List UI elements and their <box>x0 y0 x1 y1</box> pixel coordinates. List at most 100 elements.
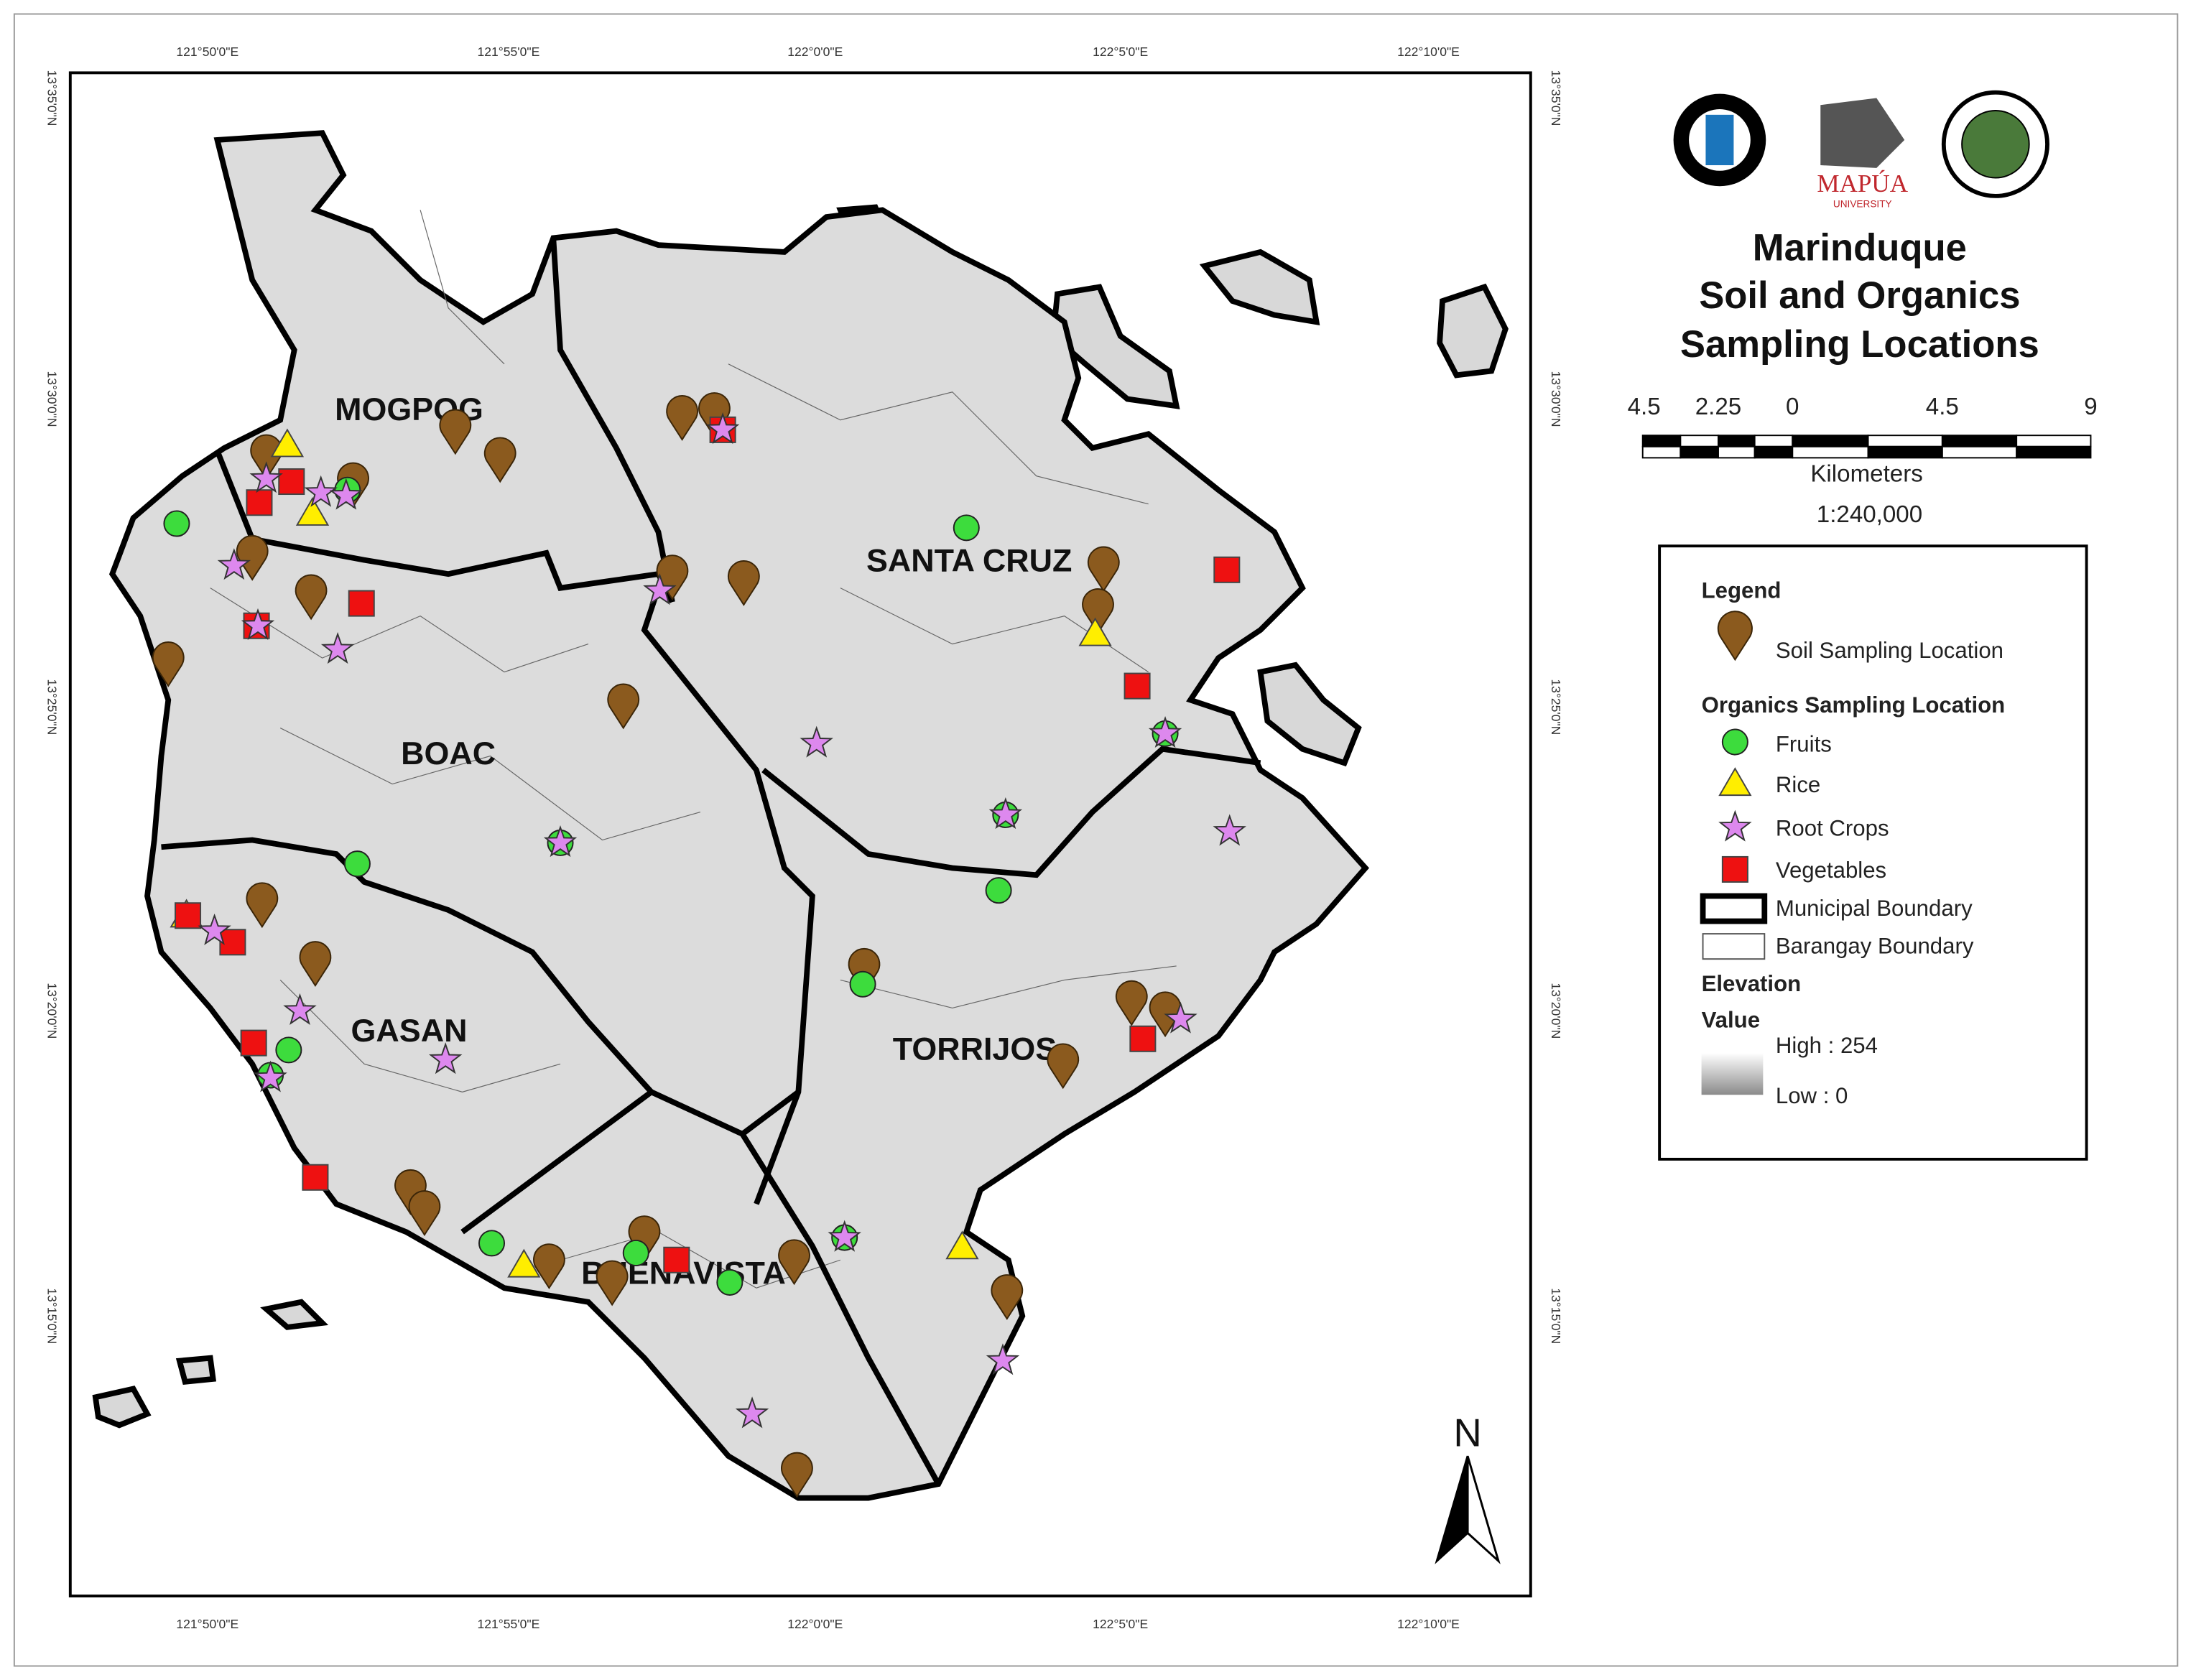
scale-segment <box>1867 445 1943 459</box>
island <box>1257 662 1362 767</box>
scale-segment <box>1753 445 1794 459</box>
rootcrop-marker <box>217 548 251 580</box>
rice-marker <box>295 496 330 526</box>
logo-text: MAPÚA <box>1817 169 1908 198</box>
rice-marker <box>270 428 305 458</box>
soil-marker <box>1087 546 1120 593</box>
rootcrop-marker <box>800 725 833 758</box>
municipality-label: SANTA CRUZ <box>866 542 1072 578</box>
vegetable-marker <box>1124 672 1151 700</box>
rootcrop-marker <box>428 1042 463 1075</box>
y-coord-label: 13°15'0"N <box>1549 1288 1563 1344</box>
rice-marker <box>1718 767 1752 797</box>
fruit-marker <box>343 850 371 878</box>
scale-bar <box>1641 435 2092 459</box>
coordinate-labels: 121°50'0"E 121°50'0"E 121°55'0"E 121°55'0"E… <box>45 45 1563 1631</box>
fruit-marker <box>849 970 876 998</box>
y-coord-label: 13°35'0"N <box>1549 70 1563 126</box>
soil-marker <box>666 395 698 441</box>
legend-symbols <box>1717 611 1753 883</box>
map-title: Marinduque <box>1753 227 1967 269</box>
island <box>175 1355 217 1386</box>
rootcrop-marker <box>249 461 283 493</box>
rootcrop-marker <box>705 412 740 445</box>
scale-unit: Kilometers <box>1810 461 1922 488</box>
y-coord-label: 13°25'0"N <box>1549 679 1563 735</box>
scale-segment <box>1680 445 1719 459</box>
vegetable-marker <box>302 1164 329 1191</box>
soil-marker <box>1082 588 1114 634</box>
soil-marker <box>698 392 731 438</box>
soil-marker <box>295 574 328 621</box>
barangay-line <box>728 363 1149 505</box>
x-coord-label: 122°5'0"E <box>1093 1617 1148 1631</box>
rootcrop-marker <box>735 1396 769 1429</box>
vegetable-marker <box>348 590 375 617</box>
scale-segment <box>1753 435 1794 447</box>
vegetable-marker <box>246 489 273 516</box>
scale-tick-label: 0 <box>1786 394 1799 420</box>
municipality-label: TORRIJOS <box>893 1031 1057 1067</box>
rootcrop-marker <box>643 573 677 605</box>
scale-segment <box>2016 435 2092 447</box>
soil-marker <box>596 1260 629 1307</box>
scale-tick-label: 4.5 <box>1926 394 1959 420</box>
x-coord-label: 121°55'0"E <box>478 45 540 59</box>
fruit-marker <box>478 1230 506 1257</box>
barangay-line <box>420 210 505 365</box>
rootcrop-marker <box>543 825 578 858</box>
soil-marker <box>152 641 185 687</box>
fruit-marker <box>985 877 1012 904</box>
y-coord-label: 13°20'0"N <box>45 983 60 1039</box>
vegetable-marker <box>663 1246 690 1273</box>
vegetable-marker <box>278 468 305 496</box>
legend-label: Root Crops <box>1776 816 1889 841</box>
soil-marker <box>628 1215 661 1262</box>
x-coord-label: 121°50'0"E <box>176 1617 238 1631</box>
legend-swatch <box>1702 933 1766 960</box>
scale-segment <box>1641 435 1682 447</box>
y-coord-label: 13°15'0"N <box>45 1288 60 1344</box>
legend-label: Rice <box>1776 772 1820 797</box>
x-coord-label: 121°50'0"E <box>176 45 238 59</box>
fruit-marker <box>163 510 190 537</box>
logos: MAPÚA UNIVERSITY <box>1673 90 2049 209</box>
scale-segment <box>1718 435 1756 447</box>
legend-title: Legend <box>1702 577 1782 603</box>
legend-subtitle: Elevation <box>1702 971 1802 996</box>
soil-marker <box>1047 1043 1080 1090</box>
rootcrop-marker <box>254 1060 287 1092</box>
rootcrop-marker <box>329 478 363 510</box>
legend-subtitle: Organics Sampling Location <box>1702 692 2006 718</box>
logo-text: UNIVERSITY <box>1833 198 1892 209</box>
x-coord-label: 121°55'0"E <box>478 1617 540 1631</box>
y-coord-label: 13°20'0"N <box>1549 983 1563 1039</box>
vegetable-marker <box>219 929 246 956</box>
island <box>1199 249 1320 326</box>
island <box>260 1299 329 1330</box>
scale-segment <box>1941 435 2018 447</box>
legend-label: Soil Sampling Location <box>1776 638 2003 663</box>
soil-marker <box>778 1239 810 1286</box>
barangay-line <box>840 965 1177 1009</box>
soil-marker <box>1115 980 1148 1026</box>
municipal-line <box>641 587 815 1205</box>
scale-segment <box>1680 435 1719 447</box>
map-title: Soil and Organics <box>1699 274 2020 317</box>
soil-marker <box>533 1243 565 1290</box>
municipal-line <box>741 1090 800 1136</box>
sampling-markers <box>152 392 1246 1498</box>
rootcrop-marker <box>198 913 231 945</box>
rootcrop-marker <box>828 1220 861 1252</box>
soil-marker <box>1717 611 1753 662</box>
vegetable-marker <box>240 1029 267 1057</box>
fruit-marker <box>622 1239 649 1267</box>
soil-marker <box>848 948 881 994</box>
barangay-line <box>279 728 701 841</box>
vegetable-marker <box>1213 556 1241 583</box>
north-arrow <box>1435 1455 1469 1564</box>
legend-label: Fruits <box>1776 732 1832 757</box>
scale-segment <box>1792 445 1869 459</box>
rootcrop-marker <box>320 632 355 664</box>
vegetable-marker <box>1721 855 1748 883</box>
